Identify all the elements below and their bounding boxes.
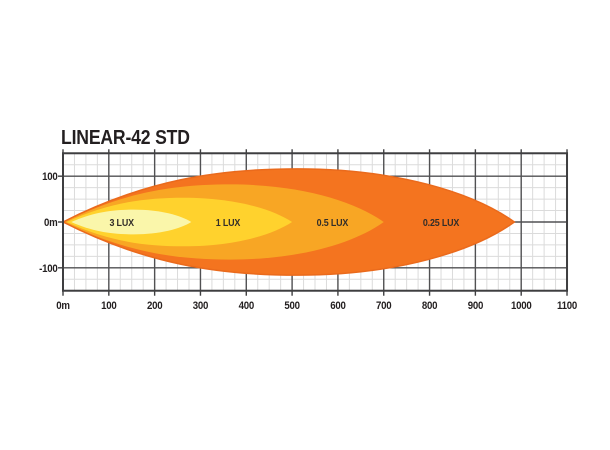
chart-border [62, 152, 569, 292]
x-axis-label: 0m [56, 301, 70, 313]
x-axis-label: 700 [376, 301, 392, 313]
lux-zone [71, 209, 192, 235]
y-axis-label: 0m [44, 218, 58, 230]
lux-zone-label: 0.25 LUX [423, 217, 460, 229]
lux-zone-label: 3 LUX [109, 217, 134, 229]
y-axis-label: -100 [39, 263, 58, 275]
x-axis-label: 100 [101, 301, 117, 313]
chart-title: LINEAR-42 STD [61, 127, 190, 149]
x-axis-label: 900 [468, 301, 484, 313]
y-axis-label: 100 [42, 172, 58, 184]
x-axis-label: 600 [330, 301, 346, 313]
x-axis-label: 200 [147, 301, 163, 313]
x-axis-label: 500 [284, 301, 300, 313]
x-axis-label: 800 [422, 301, 438, 313]
lux-zone-label: 1 LUX [216, 217, 241, 229]
x-axis-label: 1100 [557, 301, 577, 313]
x-axis-label: 400 [239, 301, 255, 313]
x-axis-label: 300 [193, 301, 209, 313]
lux-zone-label: 0.5 LUX [317, 217, 349, 229]
x-axis-label: 1000 [511, 301, 532, 313]
